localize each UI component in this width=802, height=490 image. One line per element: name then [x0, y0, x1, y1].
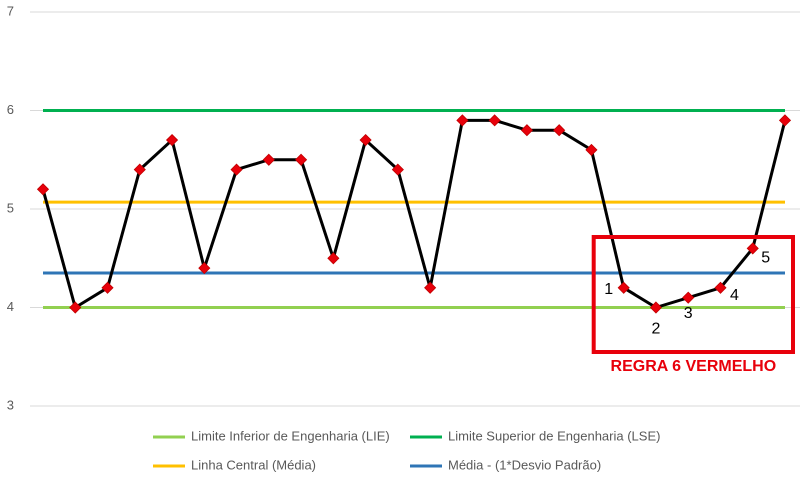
marker	[69, 301, 82, 314]
annotation: 5	[761, 250, 770, 267]
y-tick-label: 5	[7, 200, 14, 215]
marker	[133, 163, 146, 176]
highlight-label: REGRA 6 VERMELHO	[611, 358, 777, 375]
marker	[553, 124, 566, 137]
data-line	[41, 118, 787, 309]
marker	[778, 114, 792, 127]
y-tick-label: 3	[7, 397, 14, 412]
annotation: 4	[730, 287, 739, 304]
marker	[230, 163, 243, 176]
legend-label: Limite Superior de Engenharia (LSE)	[448, 428, 660, 443]
marker	[520, 124, 533, 137]
marker	[649, 301, 663, 314]
legend-label: Limite Inferior de Engenharia (LIE)	[191, 428, 390, 443]
annotation: 3	[684, 305, 693, 322]
marker	[682, 291, 695, 304]
marker	[165, 133, 179, 147]
marker	[714, 281, 727, 294]
annotation: 1	[604, 281, 613, 298]
marker	[36, 183, 50, 196]
marker	[746, 242, 759, 255]
marker	[327, 252, 340, 265]
y-tick-label: 4	[7, 299, 14, 314]
legend-label: Média - (1*Desvio Padrão)	[448, 457, 601, 472]
marker	[585, 143, 598, 156]
marker	[262, 153, 275, 166]
marker	[391, 163, 404, 176]
annotation: 2	[652, 321, 661, 338]
y-tick-label: 7	[7, 3, 14, 18]
legend-label: Linha Central (Média)	[191, 457, 316, 472]
marker	[101, 281, 114, 294]
marker	[295, 153, 308, 166]
marker	[617, 281, 630, 294]
marker	[424, 281, 437, 294]
marker	[198, 262, 211, 275]
highlight-box	[591, 235, 796, 354]
y-tick-label: 6	[7, 102, 14, 117]
marker	[359, 133, 372, 147]
marker	[456, 114, 469, 127]
marker	[488, 114, 501, 127]
